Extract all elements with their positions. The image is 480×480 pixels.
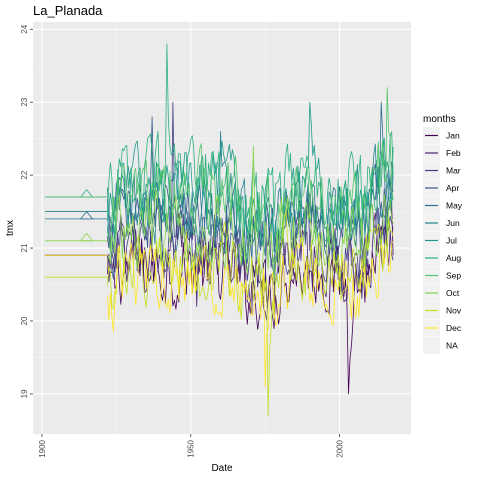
series-aug-line (107, 43, 394, 236)
series-nov-line (107, 211, 394, 417)
legend-item-aug: Aug (423, 249, 461, 267)
legend-label: Feb (446, 148, 461, 158)
legend-item-jan: Jan (423, 127, 460, 144)
legend-item-na: NA (423, 337, 458, 354)
y-tick-label: 22 (20, 170, 29, 179)
legend-label: Dec (446, 323, 462, 333)
y-axis-title: tmx (5, 220, 16, 236)
chart-title: La_Planada (33, 3, 103, 18)
series-jan-line (107, 203, 394, 395)
x-tick-label: 2000 (336, 439, 345, 457)
y-tick-label: 21 (20, 243, 29, 252)
legend-item-sep: Sep (423, 267, 461, 284)
legend-item-dec: Dec (423, 319, 462, 337)
legend-label: Apr (446, 183, 459, 193)
legend-label: Mar (446, 166, 461, 176)
y-axis: 19 20 21 22 23 24 (20, 24, 33, 398)
legend-label: Nov (446, 306, 462, 316)
legend-label: May (446, 201, 463, 211)
legend-item-mar: Mar (423, 162, 461, 179)
series-may-early (80, 210, 94, 220)
legend-label: NA (446, 341, 458, 351)
x-tick-label: 1950 (187, 439, 196, 457)
legend-label: Sep (446, 271, 461, 281)
legend-label: Oct (446, 288, 460, 298)
legend-item-feb: Feb (423, 144, 461, 162)
legend-item-jun: Jun (423, 214, 460, 232)
y-tick-label: 24 (20, 24, 29, 33)
x-axis-title: Date (211, 463, 233, 474)
legend: months Jan Feb Mar Apr May Jun Jul Aug Sep Oct Nov… (423, 114, 463, 354)
legend-title: months (423, 114, 456, 125)
legend-item-nov: Nov (423, 302, 462, 319)
legend-item-may: May (423, 197, 463, 214)
legend-item-jul: Jul (423, 232, 457, 249)
legend-item-oct: Oct (423, 284, 460, 302)
legend-key-background (423, 337, 440, 354)
series-oct-line (107, 145, 394, 288)
y-tick-label: 20 (20, 316, 29, 325)
y-tick-label: 19 (20, 389, 29, 398)
series-dec-line (107, 236, 394, 388)
x-tick-label: 1900 (38, 439, 47, 457)
y-tick-label: 23 (20, 97, 29, 106)
x-axis: 1900 1950 2000 (38, 434, 345, 458)
legend-label: Jun (446, 218, 460, 228)
series-oct-early (80, 232, 94, 242)
legend-label: Jan (446, 131, 460, 141)
legend-item-apr: Apr (423, 179, 459, 197)
legend-label: Aug (446, 253, 461, 263)
legend-label: Jul (446, 236, 457, 246)
series-layer (44, 43, 394, 417)
